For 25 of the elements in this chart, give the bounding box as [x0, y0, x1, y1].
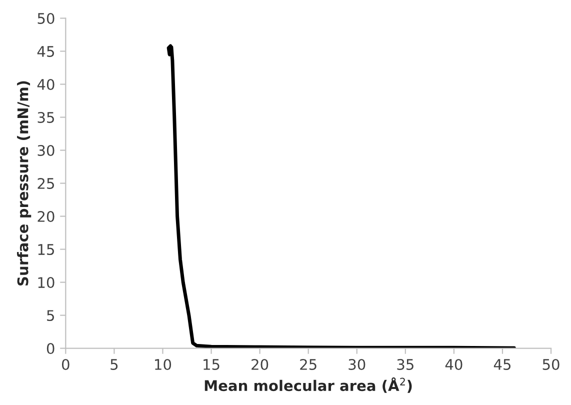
y-tick-label: 5 — [47, 310, 54, 322]
y-tick-label: 10 — [38, 277, 54, 288]
x-tick-label: 50 — [542, 358, 560, 370]
x-tick-label: 45 — [494, 359, 510, 370]
x-tick-label: 25 — [300, 358, 316, 370]
x-tick-label: 10 — [155, 358, 172, 370]
y-tick-label: 30 — [38, 144, 54, 156]
y-tick-label: 20 — [38, 210, 54, 222]
x-tick-label: 0 — [62, 358, 70, 370]
x-tick-label: 40 — [445, 358, 462, 370]
x-tick-label: 5 — [110, 359, 118, 370]
y-tick-label: 0 — [46, 343, 54, 354]
y-tick-label: 40 — [37, 78, 54, 90]
x-axis-title: Mean molecular area (Å$^{2}$) — [204, 377, 412, 393]
y-tick-label: 45 — [37, 46, 54, 57]
y-axis-title: Surface pressure (mN/m) — [17, 81, 32, 286]
x-tick-label: 30 — [348, 358, 366, 370]
x-tick-label: 15 — [204, 359, 220, 370]
line-series — [166, 44, 516, 348]
x-tick-label: 35 — [397, 358, 414, 370]
y-tick-label: 50 — [38, 12, 54, 24]
y-tick-label: 25 — [38, 178, 54, 190]
y-tick-label: 15 — [38, 244, 54, 256]
x-tick-label: 20 — [252, 358, 268, 370]
y-tick-label: 35 — [38, 112, 54, 123]
